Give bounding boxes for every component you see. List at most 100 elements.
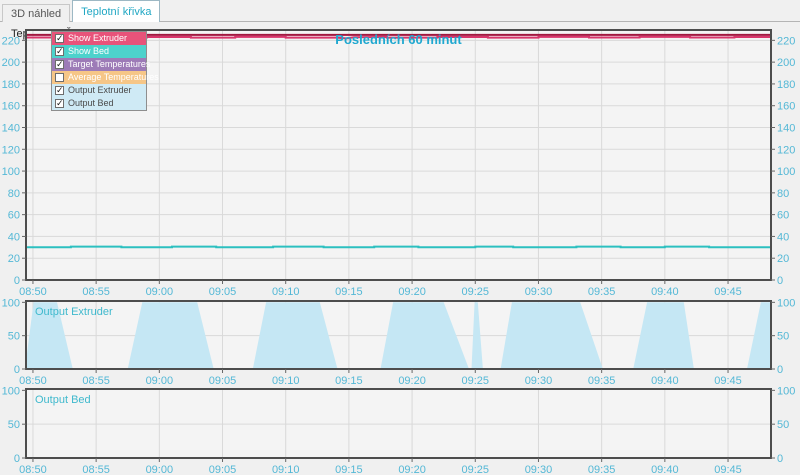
y-tick-label: 20 [8,253,20,265]
y-tick-label: 200 [2,57,20,69]
x-tick-label: 09:35 [588,375,616,387]
x-tick-label: 09:15 [335,375,363,387]
plot-area[interactable] [26,30,771,280]
y-tick-label: 200 [777,57,795,69]
x-tick-label: 09:45 [714,286,742,296]
x-tick-label: 09:05 [209,286,237,296]
y-tick-label: 0 [14,453,20,465]
legend-label: Average Temperatures [68,72,159,82]
y-tick-label: 0 [777,453,783,465]
x-tick-label: 09:45 [714,464,742,475]
legend-label: Show Bed [68,46,110,56]
plot-frame [25,29,772,281]
legend-label: Show Extruder [68,33,128,43]
x-tick-label: 09:40 [651,286,679,296]
y-tick-label: 160 [2,101,20,113]
x-tick-label: 09:05 [209,464,237,475]
y-tick-label: 140 [777,122,795,134]
legend-label: Output Bed [68,98,114,108]
y-tick-label: 100 [2,385,20,397]
x-tick-label: 09:25 [462,464,490,475]
y-tick-label: 20 [777,253,789,265]
checkbox-output-bed[interactable]: ✓ [55,98,64,108]
y-tick-label: 180 [777,79,795,91]
x-tick-label: 09:20 [398,286,426,296]
x-tick-label: 09:25 [462,375,490,387]
y-tick-label: 220 [2,35,20,47]
x-tick-label: 09:40 [651,464,679,475]
y-tick-label: 80 [8,188,20,200]
y-tick-label: 100 [777,385,795,397]
output-extruder-chart[interactable]: 0 0 50 50 100 100 08:50 08:55 09:00 09:05 09:10 09:… [0,295,800,390]
x-tick-label: 09:00 [146,464,174,475]
output-bed-chart[interactable]: 0 0 50 50 100 100 08:50 08:55 09:00 09:05 09:10 09:… [0,385,800,475]
y-tick-label: 0 [14,364,20,376]
x-tick-label: 09:00 [146,286,174,296]
axis-labels: 0 0 50 50 100 100 08:50 08:55 09:00 09:05 09:10 09:… [2,385,796,475]
checkbox-show-extruder[interactable]: ✓ [55,33,64,43]
x-tick-label: 08:55 [82,464,110,475]
y-tick-label: 220 [777,35,795,47]
legend-item-show-bed[interactable]: ✓ Show Bed [52,45,146,58]
y-tick-label: 50 [777,419,789,431]
x-tick-label: 08:50 [19,286,47,296]
series-group [26,302,771,369]
x-tick-label: 09:30 [525,375,553,387]
x-tick-label: 08:50 [19,375,47,387]
tab-teplotni-krivka[interactable]: Teplotní křivka [72,0,161,22]
x-tick-label: 09:45 [714,375,742,387]
y-tick-label: 180 [2,79,20,91]
x-tick-label: 09:15 [335,464,363,475]
axis-labels: 0 0 50 50 100 100 08:50 08:55 09:00 09:05 09:10 09:… [2,297,796,387]
tab-3d-nahled[interactable]: 3D náhled [2,4,71,22]
x-tick-label: 08:55 [82,286,110,296]
y-tick-label: 100 [2,297,20,309]
x-tick-label: 09:30 [525,464,553,475]
plot-area[interactable] [26,389,771,458]
x-tick-label: 09:05 [209,375,237,387]
x-tick-label: 09:35 [588,464,616,475]
chart-inner-label: Output Extruder [35,306,113,318]
y-tick-label: 0 [777,275,783,287]
y-tick-label: 50 [777,331,789,343]
y-tick-label: 0 [14,275,20,287]
x-tick-label: 09:30 [525,286,553,296]
x-tick-label: 09:00 [146,375,174,387]
tab-bar: 3D náhled Teplotní křivka [0,0,800,22]
plot-frame [25,388,772,459]
x-tick-label: 09:20 [398,375,426,387]
chart-legend: ✓ Show Extruder ✓ Show Bed ✓ Target Temperatu… [51,31,159,111]
temperature-chart[interactable]: 0 0 20 20 40 40 60 60 80 80 100 100 120 120 140 140 160 1… [0,28,800,296]
legend-item-average-temperatures[interactable]: Average Temperatures [52,71,159,84]
legend-item-output-bed[interactable]: ✓ Output Bed [52,97,146,110]
y-tick-label: 50 [8,419,20,431]
y-tick-label: 100 [777,297,795,309]
checkbox-output-extruder[interactable]: ✓ [55,85,64,95]
tab-bar-divider [0,21,800,22]
y-tick-label: 120 [2,144,20,156]
y-tick-label: 50 [8,331,20,343]
checkbox-average-temperatures[interactable] [55,73,64,82]
y-tick-label: 40 [777,231,789,243]
y-tick-label: 140 [2,122,20,134]
y-tick-label: 160 [777,101,795,113]
series-output-extruder- [26,302,771,369]
legend-item-output-extruder[interactable]: ✓ Output Extruder [52,84,146,97]
axis-labels: 0 0 20 20 40 40 60 60 80 80 100 100 120 120 140 140 160 1… [2,35,796,296]
y-tick-label: 0 [777,364,783,376]
x-tick-label: 09:15 [335,286,363,296]
legend-item-target-temperatures[interactable]: ✓ Target Temperatures [52,58,150,71]
gridlines [26,389,771,458]
x-tick-label: 09:25 [462,286,490,296]
legend-label: Target Temperatures [68,59,151,69]
x-tick-label: 08:55 [82,375,110,387]
checkbox-target-temperatures[interactable]: ✓ [55,59,64,69]
legend-item-show-extruder[interactable]: ✓ Show Extruder [52,32,146,45]
x-tick-label: 09:20 [398,464,426,475]
x-tick-label: 09:35 [588,286,616,296]
plot-frame [25,300,772,370]
y-tick-label: 80 [777,188,789,200]
x-tick-label: 09:10 [272,286,300,296]
checkbox-show-bed[interactable]: ✓ [55,46,64,56]
y-tick-label: 100 [2,166,20,178]
